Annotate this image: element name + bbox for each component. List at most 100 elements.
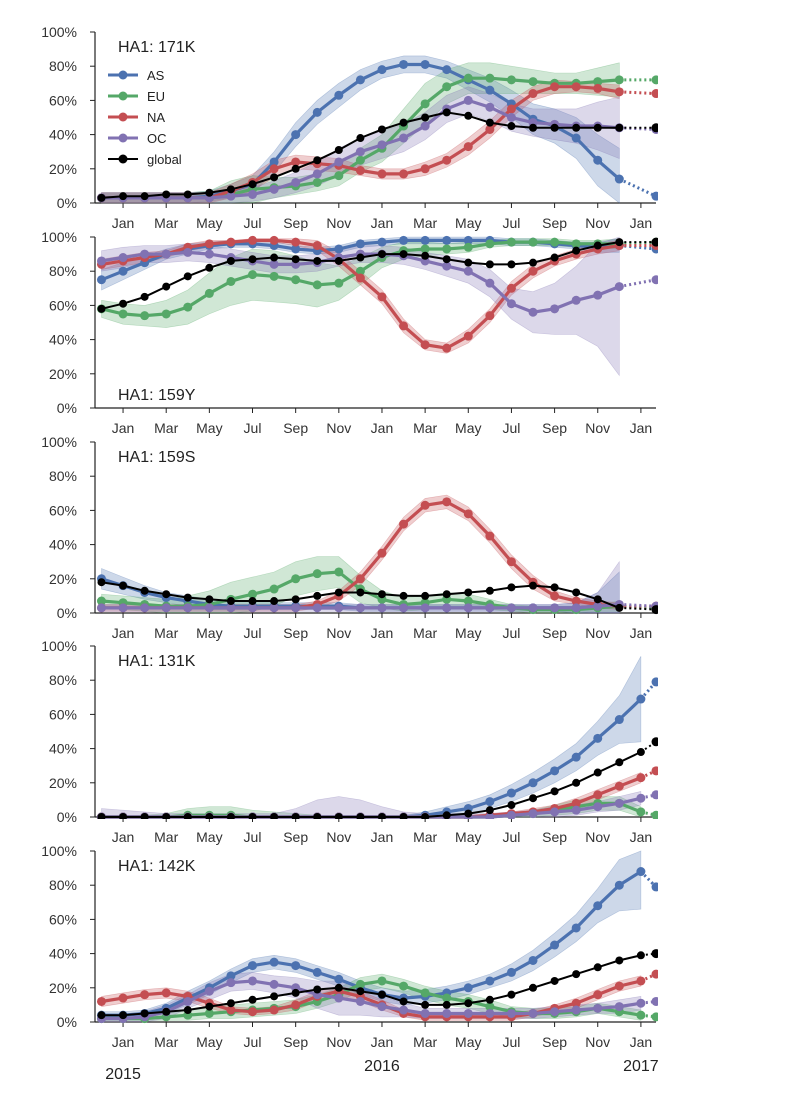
point-oc: [355, 147, 365, 157]
point-global: [529, 258, 538, 267]
x-tick-label: Sep: [283, 1034, 308, 1050]
point-global: [162, 1007, 171, 1016]
point-as: [485, 85, 495, 95]
point-na: [506, 557, 516, 567]
x-tick-label: Jul: [502, 420, 520, 436]
band-na: [101, 238, 620, 354]
point-global: [550, 123, 559, 132]
point-na: [463, 142, 473, 152]
y-tick-label: 100%: [41, 24, 77, 40]
point-global: [248, 995, 257, 1004]
y-tick-label: 60%: [49, 706, 77, 722]
point-oc: [463, 95, 473, 105]
point-oc: [377, 140, 387, 150]
point-global: [97, 1011, 106, 1020]
point-oc: [96, 256, 106, 266]
point-eu: [463, 242, 473, 252]
point-na: [140, 990, 150, 1000]
point-oc: [183, 996, 193, 1006]
x-tick-label: Sep: [283, 420, 308, 436]
point-global: [421, 251, 430, 260]
extension-point-global: [651, 123, 658, 133]
point-na: [355, 166, 365, 176]
x-tick-label: May: [455, 625, 481, 641]
point-oc: [183, 603, 193, 613]
point-na: [593, 990, 603, 1000]
point-oc: [550, 1007, 560, 1017]
point-na: [485, 124, 495, 134]
point-as: [614, 174, 624, 184]
point-eu: [420, 988, 430, 998]
point-global: [593, 963, 602, 972]
point-global: [183, 593, 192, 602]
point-global: [97, 813, 106, 819]
point-global: [442, 811, 451, 819]
y-tick-label: 20%: [49, 571, 77, 587]
point-na: [269, 164, 279, 174]
y-tick-label: 100%: [41, 638, 77, 654]
x-tick-label: Mar: [154, 420, 178, 436]
point-oc: [636, 998, 646, 1008]
x-tick-label: Jan: [630, 829, 653, 845]
point-global: [226, 813, 235, 819]
x-tick-label: Jan: [112, 215, 135, 231]
point-global: [399, 250, 408, 259]
point-oc: [593, 802, 603, 812]
point-global: [162, 590, 171, 599]
x-tick-label: Sep: [542, 625, 567, 641]
point-na: [528, 266, 538, 276]
x-tick-label: Mar: [413, 829, 437, 845]
x-tick-label: Nov: [585, 1034, 610, 1050]
point-oc: [550, 807, 560, 817]
point-global: [399, 591, 408, 600]
y-tick-label: 20%: [49, 366, 77, 382]
point-as: [463, 235, 473, 245]
point-global: [226, 185, 235, 194]
point-as: [291, 130, 301, 140]
x-tick-label: May: [455, 420, 481, 436]
extension-point-as: [651, 191, 658, 201]
point-global: [162, 190, 171, 199]
band-oc: [101, 86, 620, 204]
point-oc: [420, 1008, 430, 1018]
point-oc: [571, 1005, 581, 1015]
point-global: [529, 581, 538, 590]
point-oc: [269, 979, 279, 989]
x-tick-label: Nov: [326, 215, 351, 231]
point-na: [204, 239, 214, 249]
point-global: [572, 970, 581, 979]
band-na: [101, 79, 620, 204]
point-eu: [442, 993, 452, 1003]
point-global: [334, 983, 343, 992]
point-global: [226, 256, 235, 265]
point-eu: [636, 807, 646, 817]
point-global: [97, 304, 106, 313]
point-as: [334, 90, 344, 100]
point-eu: [312, 177, 322, 187]
point-global: [205, 263, 214, 272]
point-na: [636, 773, 646, 783]
point-eu: [377, 976, 387, 986]
point-global: [615, 758, 624, 767]
point-eu: [571, 239, 581, 249]
extension-point-global: [651, 949, 658, 959]
point-eu: [334, 278, 344, 288]
extension-na: [619, 90, 657, 96]
x-tick-label: Jan: [112, 420, 135, 436]
point-global: [507, 990, 516, 999]
band-eu: [101, 973, 642, 1021]
year-label-2015: 2015: [105, 1066, 141, 1083]
point-global: [205, 1002, 214, 1011]
point-global: [507, 583, 516, 592]
point-global: [485, 806, 494, 815]
point-oc: [420, 121, 430, 131]
point-global: [248, 255, 257, 264]
x-tick-label: Nov: [585, 625, 610, 641]
point-oc: [377, 1002, 387, 1012]
point-global: [356, 588, 365, 597]
x-tick-label: Jan: [371, 1034, 394, 1050]
point-global: [464, 111, 473, 120]
plot-area: [96, 55, 658, 204]
point-global: [421, 813, 430, 819]
